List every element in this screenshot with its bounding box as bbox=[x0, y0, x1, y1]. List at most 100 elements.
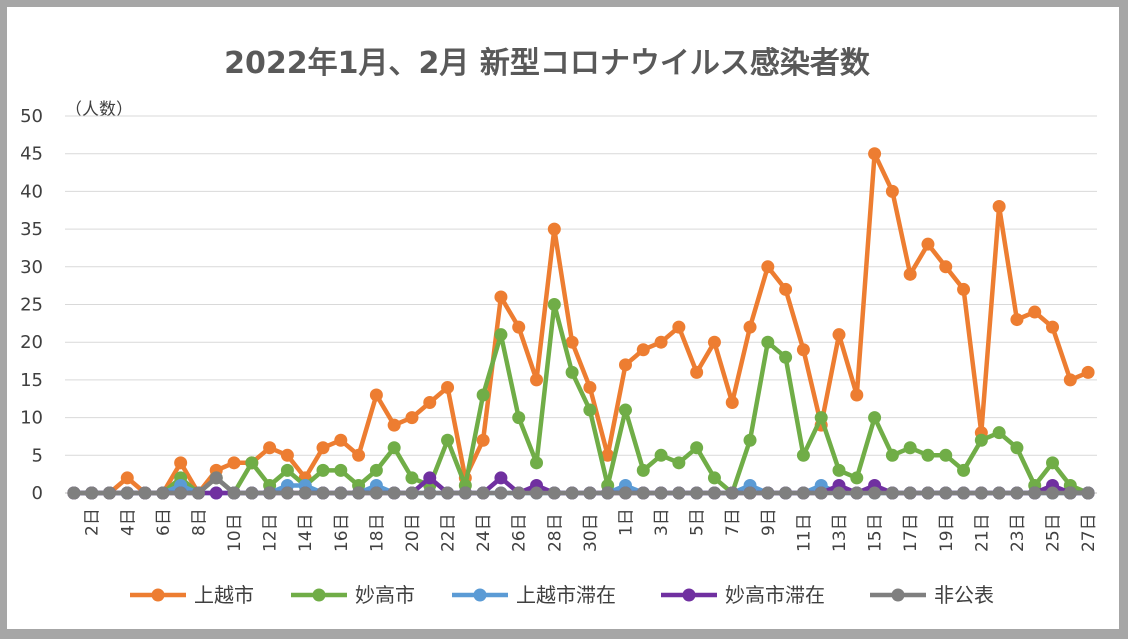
data-point bbox=[316, 441, 330, 455]
data-point bbox=[441, 433, 455, 447]
data-point bbox=[957, 463, 971, 477]
x-tick-label: 2日 bbox=[83, 508, 103, 536]
x-tick-label: 20日 bbox=[403, 513, 423, 552]
legend-marker bbox=[151, 588, 165, 602]
data-point bbox=[405, 486, 419, 500]
x-tick-label: 16日 bbox=[332, 513, 352, 552]
data-point bbox=[263, 441, 277, 455]
data-point bbox=[174, 486, 188, 500]
data-point bbox=[903, 441, 917, 455]
x-tick-label: 14日 bbox=[296, 513, 316, 552]
data-point bbox=[85, 486, 99, 500]
data-point bbox=[512, 411, 526, 425]
data-point bbox=[1010, 486, 1024, 500]
data-point bbox=[761, 486, 775, 500]
data-point bbox=[743, 433, 757, 447]
data-point bbox=[1028, 486, 1042, 500]
series-line bbox=[73, 475, 1089, 496]
data-point bbox=[280, 486, 294, 500]
data-point bbox=[654, 448, 668, 462]
data-point bbox=[530, 373, 544, 387]
chart-title: 2022年1月、2月 新型コロナウイルス感染者数 bbox=[224, 46, 871, 81]
series-5 bbox=[67, 471, 1095, 500]
x-tick-label: 19日 bbox=[937, 513, 957, 552]
legend-item: 上越市 bbox=[130, 583, 254, 607]
data-point bbox=[476, 388, 490, 402]
legend-marker bbox=[312, 588, 326, 602]
data-point bbox=[690, 486, 704, 500]
legend-label: 上越市滞在 bbox=[516, 583, 616, 607]
data-point bbox=[654, 486, 668, 500]
chart-frame: 2022年1月、2月 新型コロナウイルス感染者数 （人数） 0 5 10 15 20 25… bbox=[7, 7, 1119, 629]
data-point bbox=[583, 403, 597, 417]
data-point bbox=[138, 486, 152, 500]
x-tick-label: 5日 bbox=[688, 508, 708, 536]
y-tick-label: 25 bbox=[20, 295, 43, 316]
data-point bbox=[423, 486, 437, 500]
data-point bbox=[992, 426, 1006, 440]
y-tick-label: 50 bbox=[20, 106, 43, 127]
data-point bbox=[263, 486, 277, 500]
data-point bbox=[601, 486, 615, 500]
data-point bbox=[1010, 313, 1024, 327]
data-point bbox=[618, 486, 632, 500]
x-tick-label: 7日 bbox=[723, 508, 743, 536]
data-point bbox=[885, 184, 899, 198]
x-tick-label: 26日 bbox=[510, 513, 530, 552]
data-point bbox=[583, 380, 597, 394]
data-point bbox=[957, 486, 971, 500]
legend-item: 妙高市 bbox=[291, 583, 415, 607]
data-point bbox=[458, 486, 472, 500]
legend-label: 妙高市 bbox=[355, 583, 415, 607]
y-tick-label: 45 bbox=[20, 144, 43, 165]
data-point bbox=[245, 486, 259, 500]
data-point bbox=[868, 486, 882, 500]
data-point bbox=[547, 486, 561, 500]
data-point bbox=[796, 448, 810, 462]
data-point bbox=[672, 486, 686, 500]
data-point bbox=[939, 260, 953, 274]
data-point bbox=[725, 486, 739, 500]
data-point bbox=[832, 328, 846, 342]
data-point bbox=[618, 358, 632, 372]
data-point bbox=[1010, 441, 1024, 455]
y-tick-label: 30 bbox=[20, 257, 43, 278]
legend-item: 妙高市滞在 bbox=[661, 583, 825, 607]
data-point bbox=[280, 463, 294, 477]
x-tick-label: 30日 bbox=[581, 513, 601, 552]
data-point bbox=[921, 448, 935, 462]
legend-marker bbox=[473, 588, 487, 602]
data-point bbox=[743, 486, 757, 500]
data-point bbox=[67, 486, 81, 500]
data-point bbox=[494, 290, 508, 304]
data-point bbox=[761, 260, 775, 274]
data-point bbox=[352, 486, 366, 500]
data-point bbox=[423, 396, 437, 410]
data-point bbox=[903, 267, 917, 281]
x-tick-label: 17日 bbox=[901, 513, 921, 552]
data-point bbox=[672, 456, 686, 470]
data-point bbox=[120, 486, 134, 500]
x-tick-label: 27日 bbox=[1079, 513, 1099, 552]
data-point bbox=[565, 335, 579, 349]
x-tick-label: 4日 bbox=[118, 508, 138, 536]
x-tick-label: 18日 bbox=[367, 513, 387, 552]
data-point bbox=[1046, 456, 1060, 470]
data-point bbox=[832, 463, 846, 477]
data-point bbox=[423, 471, 437, 485]
y-tick-label: 0 bbox=[32, 483, 43, 504]
data-point bbox=[512, 320, 526, 334]
data-point bbox=[476, 486, 490, 500]
data-point bbox=[1028, 305, 1042, 319]
data-point bbox=[707, 335, 721, 349]
data-point bbox=[921, 237, 935, 251]
data-point bbox=[939, 486, 953, 500]
data-point bbox=[761, 335, 775, 349]
data-point bbox=[334, 463, 348, 477]
data-point bbox=[690, 365, 704, 379]
data-point bbox=[298, 486, 312, 500]
y-tick-label: 40 bbox=[20, 181, 43, 202]
data-point bbox=[156, 486, 170, 500]
data-point bbox=[369, 388, 383, 402]
x-tick-label: 22日 bbox=[439, 513, 459, 552]
